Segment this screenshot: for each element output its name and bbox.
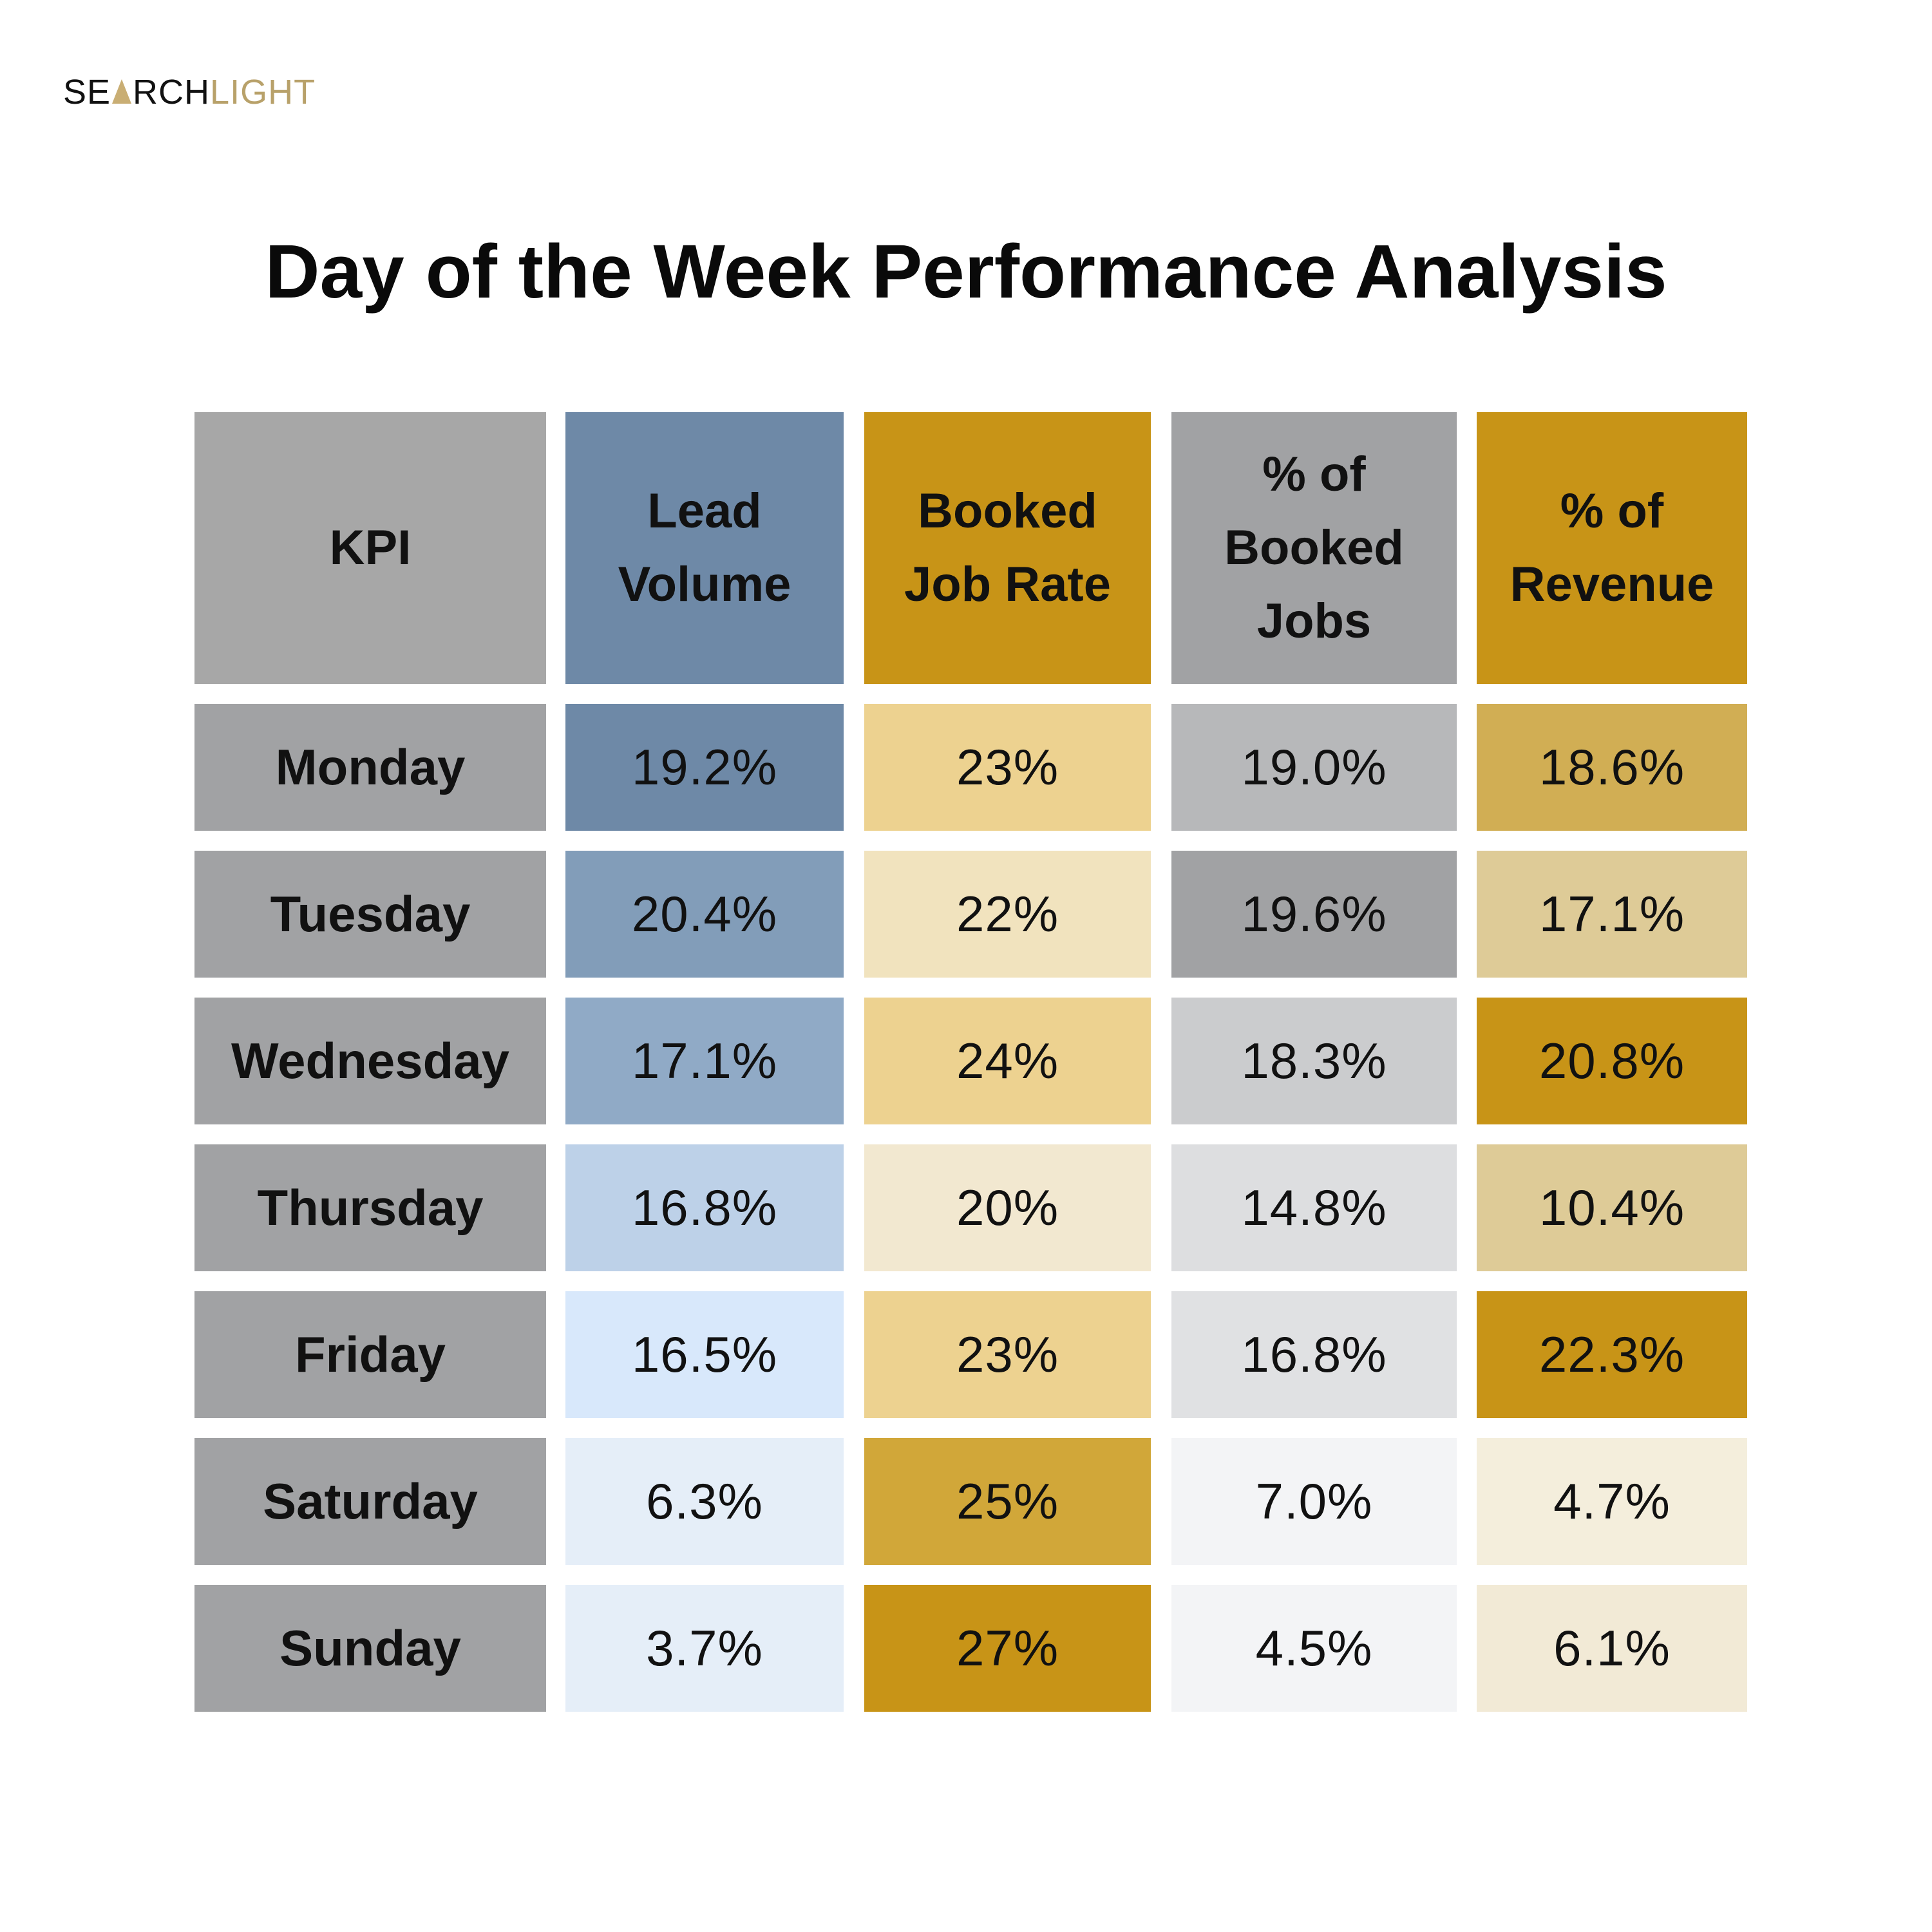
table-cell: 6.1%	[1477, 1585, 1747, 1712]
kpi-header: KPI	[194, 412, 546, 684]
table-cell: 10.4%	[1477, 1144, 1747, 1271]
table-cell: 23%	[864, 1291, 1151, 1418]
row-label: Thursday	[194, 1144, 546, 1271]
row-label: Tuesday	[194, 851, 546, 978]
table-cell: 14.8%	[1171, 1144, 1457, 1271]
table-cell: 19.0%	[1171, 704, 1457, 831]
row-label: Saturday	[194, 1438, 546, 1565]
table-cell: 22.3%	[1477, 1291, 1747, 1418]
beam-icon	[111, 78, 133, 104]
table-cell: 16.8%	[1171, 1291, 1457, 1418]
row-label: Wednesday	[194, 998, 546, 1124]
table-cell: 25%	[864, 1438, 1151, 1565]
table-cell: 20.8%	[1477, 998, 1747, 1124]
logo-text-light: LIGHT	[210, 73, 316, 111]
table-cell: 4.7%	[1477, 1438, 1747, 1565]
row-label: Sunday	[194, 1585, 546, 1712]
column-header: Lead Volume	[565, 412, 844, 684]
table-cell: 3.7%	[565, 1585, 844, 1712]
table-cell: 16.8%	[565, 1144, 844, 1271]
row-label: Monday	[194, 704, 546, 831]
column-header: % of Booked Jobs	[1171, 412, 1457, 684]
row-label: Friday	[194, 1291, 546, 1418]
table-cell: 24%	[864, 998, 1151, 1124]
table-cell: 27%	[864, 1585, 1151, 1712]
table-cell: 18.3%	[1171, 998, 1457, 1124]
table-cell: 22%	[864, 851, 1151, 978]
table-cell: 23%	[864, 704, 1151, 831]
table-cell: 18.6%	[1477, 704, 1747, 831]
column-header: % of Revenue	[1477, 412, 1747, 684]
page-title: Day of the Week Performance Analysis	[265, 229, 1667, 314]
table-cell: 4.5%	[1171, 1585, 1457, 1712]
table-cell: 19.2%	[565, 704, 844, 831]
logo-text-dark-2: RCH	[133, 73, 211, 111]
table-cell: 7.0%	[1171, 1438, 1457, 1565]
table-cell: 6.3%	[565, 1438, 844, 1565]
logo-text-dark-1: SE	[63, 73, 111, 111]
table-cell: 20.4%	[565, 851, 844, 978]
table-cell: 17.1%	[565, 998, 844, 1124]
table-cell: 19.6%	[1171, 851, 1457, 978]
searchlight-logo: SE RCHLIGHT	[63, 70, 316, 115]
column-header: Booked Job Rate	[864, 412, 1151, 684]
table-cell: 20%	[864, 1144, 1151, 1271]
table-cell: 17.1%	[1477, 851, 1747, 978]
table-cell: 16.5%	[565, 1291, 844, 1418]
